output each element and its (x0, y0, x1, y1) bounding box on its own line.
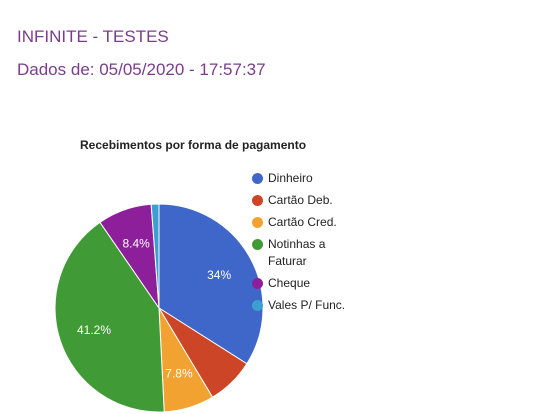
page-title: INFINITE - TESTES (17, 27, 169, 46)
legend-swatch-icon (252, 278, 263, 289)
data-timestamp: Dados de: 05/05/2020 - 17:57:37 (17, 60, 266, 79)
legend-label: Cartão Deb. (268, 193, 333, 207)
legend-label: Dinheiro (268, 171, 313, 185)
pie-data-label-4: 8.4% (122, 236, 150, 250)
legend-label: Cartão Cred. (268, 215, 337, 229)
pie-data-label-3: 41.2% (77, 323, 111, 337)
legend-swatch-icon (252, 195, 263, 206)
legend-item-4: Cheque (252, 275, 358, 292)
chart-title: Recebimentos por forma de pagamento (80, 138, 307, 152)
legend-swatch-icon (252, 239, 263, 250)
legend-item-5: Vales P/ Func. (252, 297, 358, 314)
legend-swatch-icon (252, 217, 263, 228)
pie-slice-0 (158, 203, 264, 365)
legend-item-2: Cartão Cred. (252, 214, 358, 231)
pie-data-label-2: 7.8% (165, 367, 193, 381)
pie-slice-5 (150, 203, 160, 309)
pie-data-label-0: 34% (207, 268, 231, 282)
legend-label: Cheque (268, 276, 311, 290)
legend-label: Vales P/ Func. (268, 298, 346, 312)
pie-slice-3 (54, 221, 165, 413)
legend-swatch-icon (252, 173, 263, 184)
legend-item-0: Dinheiro (252, 170, 358, 187)
chart-legend: Dinheiro Cartão Deb. Cartão Cred. Notinhas … (252, 170, 358, 319)
legend-label: Notinhas a Faturar (268, 237, 326, 268)
legend-item-3: Notinhas a Faturar (252, 236, 358, 270)
legend-swatch-icon (252, 300, 263, 311)
legend-item-1: Cartão Deb. (252, 192, 358, 209)
